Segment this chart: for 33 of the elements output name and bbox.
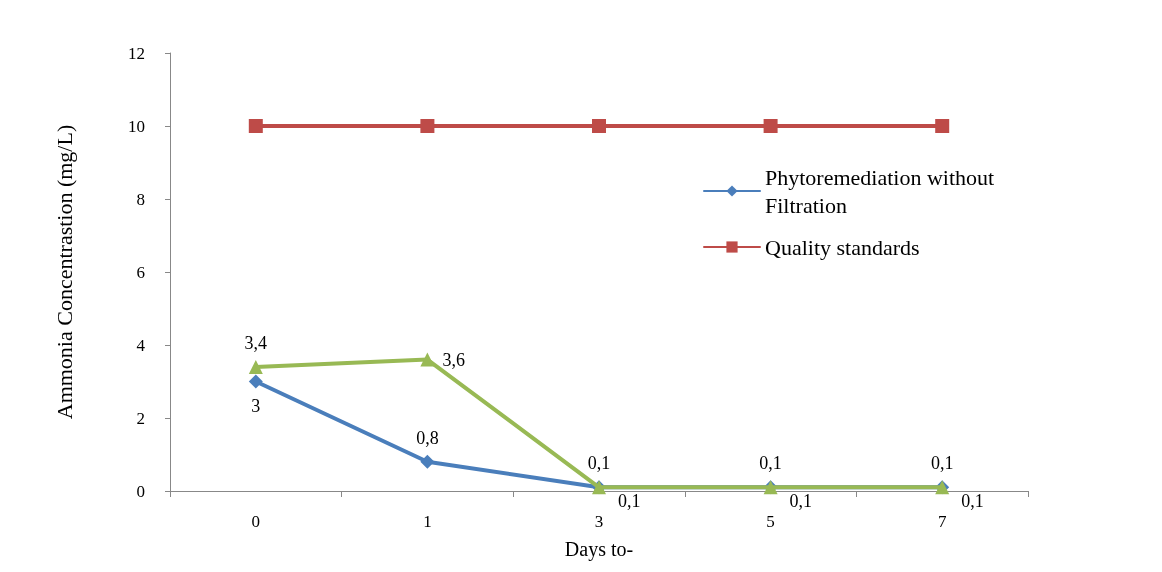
data-label: 0,1 [618,491,641,512]
data-label: 3,4 [244,332,268,353]
data-label: 0,8 [416,427,439,448]
data-label: 0,1 [759,453,782,474]
y-tick-label: 0 [136,481,145,501]
y-tick-label: 6 [136,262,145,282]
y-tick-label: 2 [136,408,145,428]
point [935,119,950,133]
y-tick-label: 12 [128,43,145,63]
data-label: 0,1 [587,453,611,474]
y-tick-label: 8 [136,189,145,209]
legend-label: Quality standards [765,234,920,260]
point [592,119,606,133]
point [763,119,778,133]
data-label: 3,6 [442,349,465,370]
x-tick-label: 1 [423,512,432,531]
data-label: 0,1 [789,491,813,512]
legend-label: Phytoremediation without Filtration [765,164,995,218]
y-axis-title: Ammonia Concentrastion (mg/L) [51,124,77,420]
x-tick-label: 0 [251,512,261,531]
y-tick-label: 10 [128,116,145,136]
data-label: 3 [251,395,261,416]
y-tick-label: 4 [136,335,146,355]
data-label: 0,1 [930,453,954,474]
x-tick-label: 7 [937,512,947,531]
x-tick-label: 5 [766,512,775,531]
point [248,374,263,389]
x-tick-label: 3 [594,512,604,531]
point [248,119,263,133]
data-label: 0,1 [961,491,984,512]
point [420,119,435,133]
point [420,454,435,469]
x-axis-title: Days to- [564,538,634,561]
